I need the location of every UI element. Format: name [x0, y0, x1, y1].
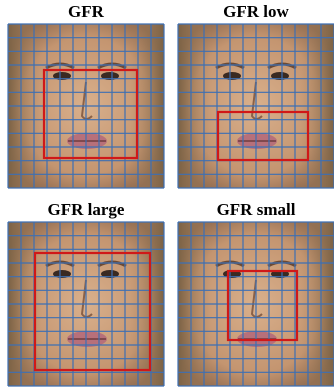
panel-title: GFR: [68, 2, 105, 21]
figure: GFR GFR low GFR large GFR small: [0, 0, 334, 387]
panel-title: GFR large: [48, 200, 125, 219]
panel-title: GFR small: [217, 200, 296, 219]
face-image: [178, 222, 334, 386]
face-image: [8, 24, 164, 188]
face-image: [8, 222, 164, 386]
face-image: [178, 24, 334, 188]
page: GFRGFR lowGFR largeGFR small (() => { co…: [0, 0, 334, 387]
panel-title: GFR low: [223, 2, 289, 21]
